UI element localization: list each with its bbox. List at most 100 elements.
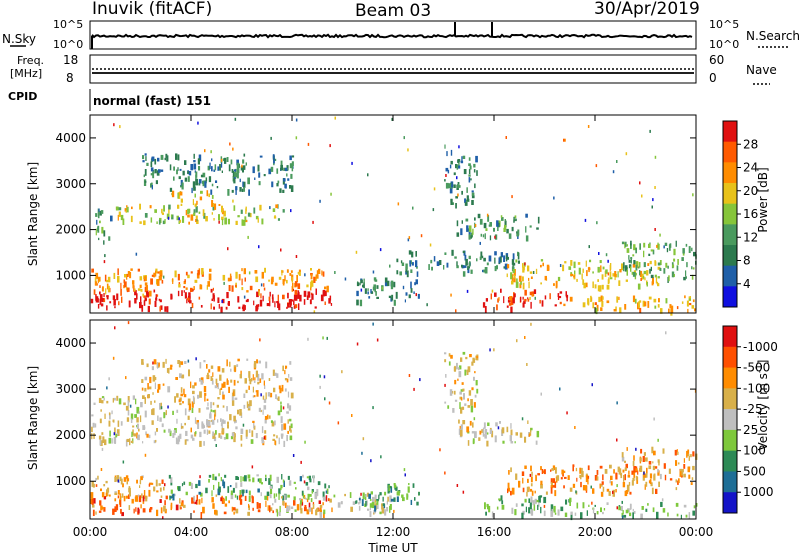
- echo-cell: [164, 483, 166, 487]
- echo-cell: [279, 387, 282, 394]
- station-title: Inuvik (fitACF): [92, 0, 212, 19]
- echo-cell: [455, 164, 457, 169]
- echo-cell: [535, 440, 538, 445]
- echo-cell: [284, 494, 286, 500]
- echo-cell: [116, 395, 119, 401]
- echo-cell: [626, 244, 628, 247]
- echo-cell: [489, 222, 492, 227]
- echo-cell: [132, 280, 135, 285]
- echo-cell: [394, 486, 397, 490]
- echo-cell: [227, 421, 229, 425]
- echo-cell: [233, 511, 235, 515]
- echo-cell: [229, 273, 232, 279]
- echo-cell: [280, 164, 283, 171]
- echo-cell: [114, 427, 116, 435]
- echo-cell: [242, 220, 246, 226]
- echo-cell: [221, 216, 224, 221]
- echo-cell: [213, 169, 216, 172]
- colorbar-tick-label: -100: [743, 381, 770, 395]
- echo-cell: [306, 476, 309, 479]
- echo-cell: [524, 336, 526, 339]
- echo-cell: [257, 373, 260, 381]
- echo-cell: [404, 473, 406, 477]
- echo-cell: [486, 440, 489, 447]
- echo-cell: [151, 274, 154, 277]
- nsky-tick-top: 10^5: [53, 18, 83, 31]
- echo-cell: [444, 383, 446, 387]
- echo-cell: [692, 451, 695, 457]
- echo-cell: [215, 180, 218, 183]
- echo-cell: [449, 164, 452, 169]
- echo-cell: [359, 299, 363, 307]
- echo-cell: [529, 225, 532, 228]
- x-tick-label: 12:00: [376, 525, 411, 539]
- echo-cell: [560, 477, 563, 480]
- echo-cell: [396, 270, 399, 275]
- echo-cell: [108, 236, 111, 241]
- echo-cell: [478, 437, 481, 441]
- echo-cell: [607, 272, 610, 276]
- echo-cell: [106, 305, 108, 311]
- echo-cell: [360, 288, 363, 292]
- echo-cell: [503, 266, 506, 269]
- echo-cell: [95, 213, 98, 217]
- echo-cell: [326, 488, 329, 494]
- echo-cell: [302, 493, 305, 499]
- echo-cell: [328, 298, 331, 304]
- echo-cell: [576, 477, 578, 482]
- echo-cell: [323, 375, 326, 379]
- echo-cell: [675, 502, 679, 507]
- echo-cell: [464, 265, 467, 268]
- echo-cell: [596, 304, 599, 312]
- echo-cell: [119, 493, 121, 500]
- echo-cell: [114, 506, 117, 512]
- echo-cell: [299, 476, 302, 482]
- echo-cell: [639, 270, 641, 276]
- echo-cell: [121, 493, 124, 498]
- echo-cell: [152, 172, 155, 179]
- echo-cell: [249, 400, 252, 407]
- echo-cell: [521, 471, 525, 476]
- echo-cell: [143, 426, 146, 430]
- echo-cell: [276, 476, 279, 483]
- echo-cell: [312, 502, 315, 506]
- echo-cell: [173, 493, 176, 497]
- echo-cell: [661, 498, 664, 502]
- echo-cell: [98, 435, 102, 440]
- echo-cell: [204, 181, 207, 188]
- echo-cell: [232, 176, 234, 182]
- echo-cell: [191, 497, 194, 504]
- echo-cell: [229, 414, 232, 421]
- echo-cell: [664, 242, 668, 246]
- echo-cell: [315, 509, 318, 516]
- echo-cell: [307, 291, 311, 298]
- echo-cell: [214, 203, 217, 210]
- echo-cell: [580, 481, 582, 488]
- echo-cell: [320, 294, 324, 302]
- echo-cell: [458, 185, 461, 188]
- echo-cell: [468, 255, 471, 260]
- echo-cell: [387, 280, 390, 287]
- echo-cell: [652, 249, 655, 255]
- echo-cell: [198, 179, 202, 184]
- echo-cell: [177, 486, 181, 492]
- echo-cell: [190, 214, 194, 221]
- echo-cell: [126, 481, 128, 485]
- echo-cell: [98, 208, 100, 212]
- echo-cell: [223, 420, 226, 424]
- echo-cell: [689, 303, 692, 306]
- echo-cell: [209, 268, 212, 272]
- echo-cell: [474, 394, 477, 398]
- echo-cell: [624, 242, 626, 249]
- echo-cell: [476, 258, 478, 262]
- echo-cell: [137, 434, 140, 441]
- echo-cell: [645, 481, 648, 487]
- echo-cell: [500, 288, 502, 293]
- echo-cell: [450, 354, 453, 359]
- echo-cell: [248, 376, 251, 382]
- echo-cell: [299, 498, 302, 501]
- echo-cell: [340, 501, 343, 505]
- echo-cell: [96, 219, 98, 225]
- echo-cell: [501, 504, 505, 510]
- echo-cell: [610, 475, 613, 480]
